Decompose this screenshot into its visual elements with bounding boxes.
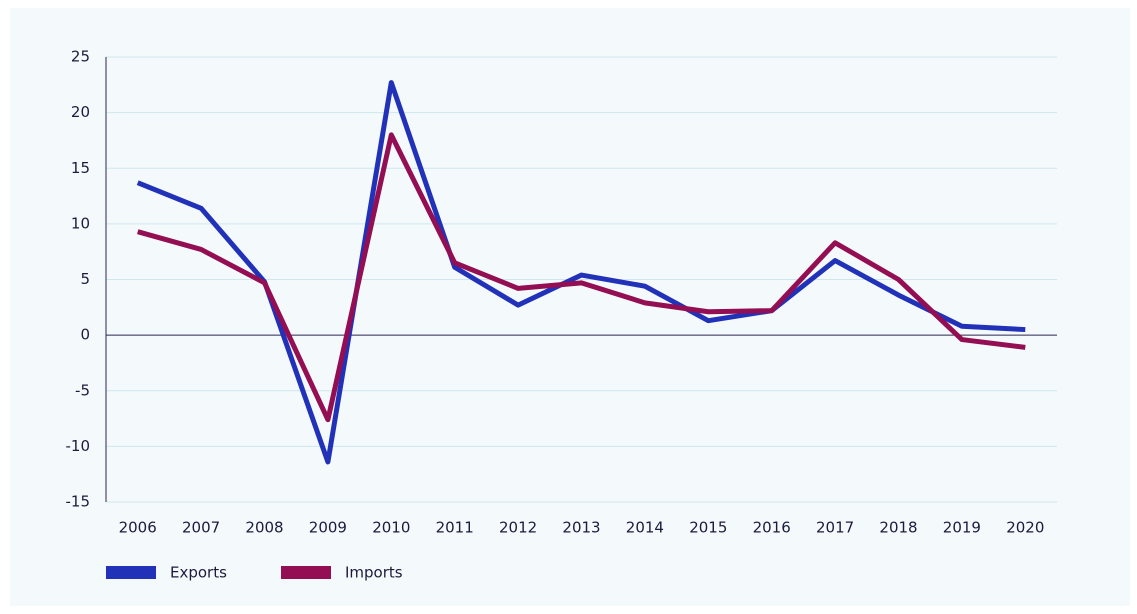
legend-label: Imports — [345, 564, 403, 582]
legend-swatch — [281, 566, 331, 579]
x-tick-label: 2008 — [245, 519, 283, 537]
x-tick-label: 2007 — [182, 519, 220, 537]
x-tick-label: 2010 — [372, 519, 410, 537]
panel — [10, 8, 1130, 606]
y-tick-label: 15 — [71, 159, 90, 177]
x-tick-label: 2009 — [309, 519, 347, 537]
x-tick-label: 2017 — [816, 519, 854, 537]
y-tick-label: -15 — [66, 493, 91, 511]
y-tick-label: -5 — [75, 381, 90, 399]
legend-label: Exports — [170, 564, 227, 582]
line-series — [136, 80, 1026, 465]
x-tick-label: 2020 — [1006, 519, 1044, 537]
x-tick-label: 2014 — [626, 519, 664, 537]
line-series — [137, 132, 1026, 423]
x-tick-label: 2018 — [879, 519, 917, 537]
y-tick-label: 20 — [71, 103, 90, 121]
y-tick-label: 25 — [71, 48, 90, 66]
y-tick-label: 0 — [80, 326, 90, 344]
x-tick-label: 2015 — [689, 519, 727, 537]
x-tick-label: 2012 — [499, 519, 537, 537]
y-tick-label: -10 — [66, 437, 91, 455]
x-tick-label: 2011 — [436, 519, 474, 537]
x-tick-label: 2013 — [562, 519, 600, 537]
x-tick-label: 2019 — [943, 519, 981, 537]
x-tick-label: 2006 — [119, 519, 157, 537]
legend-swatch — [106, 566, 156, 579]
y-tick-label: 10 — [71, 214, 90, 232]
y-tick-label: 5 — [80, 270, 90, 288]
x-tick-label: 2016 — [753, 519, 791, 537]
